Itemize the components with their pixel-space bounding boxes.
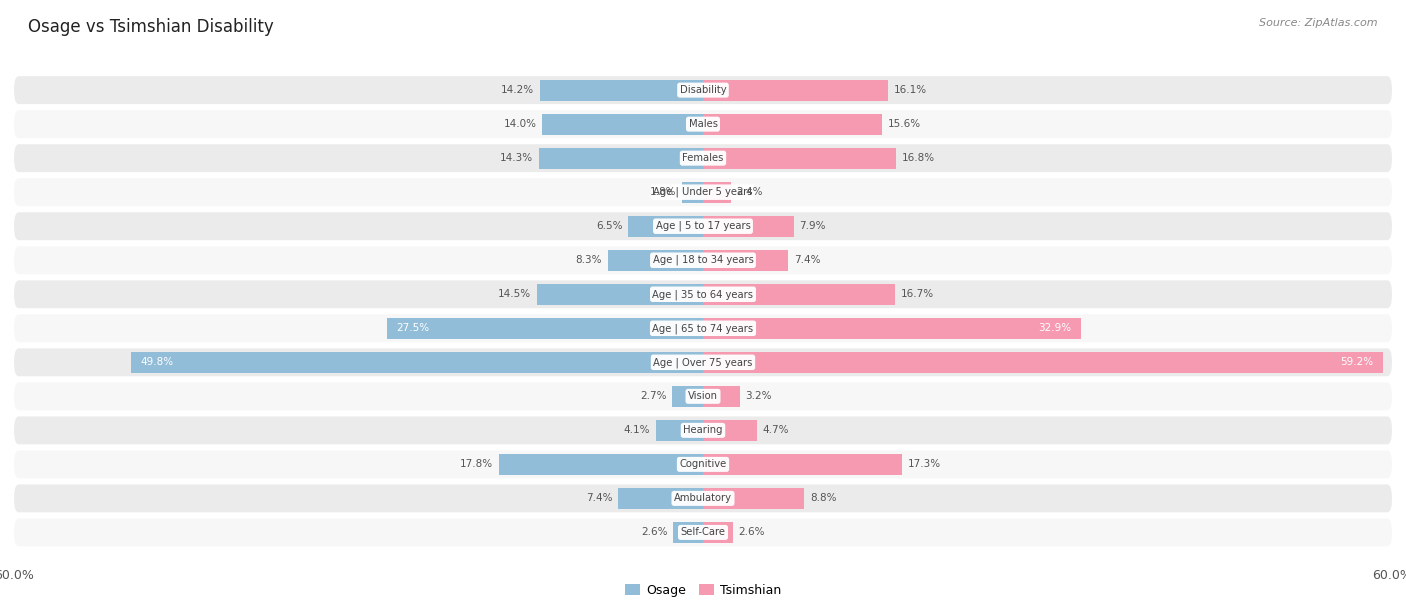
Bar xyxy=(703,318,1081,339)
Text: Males: Males xyxy=(689,119,717,129)
FancyBboxPatch shape xyxy=(14,110,1392,138)
Text: Self-Care: Self-Care xyxy=(681,528,725,537)
Text: 16.8%: 16.8% xyxy=(901,153,935,163)
Text: 17.8%: 17.8% xyxy=(460,460,494,469)
Text: 4.7%: 4.7% xyxy=(762,425,789,435)
Text: 8.3%: 8.3% xyxy=(575,255,602,265)
Bar xyxy=(538,147,703,169)
FancyBboxPatch shape xyxy=(14,315,1392,342)
Bar xyxy=(682,182,703,203)
Text: Ambulatory: Ambulatory xyxy=(673,493,733,504)
FancyBboxPatch shape xyxy=(14,416,1392,444)
Text: Age | Under 5 years: Age | Under 5 years xyxy=(654,187,752,198)
Text: 2.4%: 2.4% xyxy=(737,187,763,197)
Text: 2.7%: 2.7% xyxy=(640,391,666,401)
Bar xyxy=(543,114,703,135)
Bar xyxy=(703,420,756,441)
FancyBboxPatch shape xyxy=(14,348,1392,376)
Text: 2.6%: 2.6% xyxy=(641,528,668,537)
Text: Osage vs Tsimshian Disability: Osage vs Tsimshian Disability xyxy=(28,18,274,36)
Bar xyxy=(703,352,1382,373)
Bar xyxy=(703,182,731,203)
Bar xyxy=(703,284,894,305)
Text: 7.9%: 7.9% xyxy=(800,221,825,231)
Bar xyxy=(703,80,887,100)
Text: 16.1%: 16.1% xyxy=(894,85,927,95)
Text: Age | 35 to 64 years: Age | 35 to 64 years xyxy=(652,289,754,299)
Bar xyxy=(628,215,703,237)
FancyBboxPatch shape xyxy=(14,450,1392,479)
Text: Hearing: Hearing xyxy=(683,425,723,435)
FancyBboxPatch shape xyxy=(14,485,1392,512)
Text: 7.4%: 7.4% xyxy=(794,255,820,265)
Text: 2.6%: 2.6% xyxy=(738,528,765,537)
Text: Age | 65 to 74 years: Age | 65 to 74 years xyxy=(652,323,754,334)
Text: 3.2%: 3.2% xyxy=(745,391,772,401)
Bar xyxy=(703,454,901,475)
FancyBboxPatch shape xyxy=(14,382,1392,410)
Text: Source: ZipAtlas.com: Source: ZipAtlas.com xyxy=(1260,18,1378,28)
Bar xyxy=(499,454,703,475)
Bar xyxy=(703,147,896,169)
FancyBboxPatch shape xyxy=(14,76,1392,104)
Text: 17.3%: 17.3% xyxy=(907,460,941,469)
FancyBboxPatch shape xyxy=(14,246,1392,274)
Text: 14.2%: 14.2% xyxy=(501,85,534,95)
Text: 49.8%: 49.8% xyxy=(141,357,173,367)
Text: Females: Females xyxy=(682,153,724,163)
Text: 15.6%: 15.6% xyxy=(887,119,921,129)
Text: 4.1%: 4.1% xyxy=(624,425,650,435)
Text: Cognitive: Cognitive xyxy=(679,460,727,469)
Text: Age | Over 75 years: Age | Over 75 years xyxy=(654,357,752,368)
Bar xyxy=(673,522,703,543)
Text: 16.7%: 16.7% xyxy=(900,289,934,299)
Bar xyxy=(672,386,703,407)
Text: 7.4%: 7.4% xyxy=(586,493,612,504)
Bar xyxy=(540,80,703,100)
Text: 27.5%: 27.5% xyxy=(396,323,430,334)
Text: Age | 5 to 17 years: Age | 5 to 17 years xyxy=(655,221,751,231)
Bar xyxy=(703,386,740,407)
Text: 14.5%: 14.5% xyxy=(498,289,531,299)
Text: 14.0%: 14.0% xyxy=(503,119,537,129)
Bar xyxy=(703,215,794,237)
Bar xyxy=(131,352,703,373)
Bar xyxy=(657,420,703,441)
FancyBboxPatch shape xyxy=(14,280,1392,308)
Bar xyxy=(387,318,703,339)
Text: Vision: Vision xyxy=(688,391,718,401)
Text: 8.8%: 8.8% xyxy=(810,493,837,504)
FancyBboxPatch shape xyxy=(14,212,1392,240)
FancyBboxPatch shape xyxy=(14,518,1392,547)
Text: 59.2%: 59.2% xyxy=(1340,357,1374,367)
Bar xyxy=(537,284,703,305)
Bar xyxy=(703,488,804,509)
Text: 6.5%: 6.5% xyxy=(596,221,623,231)
Bar xyxy=(703,114,882,135)
Bar xyxy=(619,488,703,509)
Legend: Osage, Tsimshian: Osage, Tsimshian xyxy=(620,579,786,602)
Text: 14.3%: 14.3% xyxy=(501,153,533,163)
Bar xyxy=(703,522,733,543)
FancyBboxPatch shape xyxy=(14,178,1392,206)
FancyBboxPatch shape xyxy=(14,144,1392,172)
Bar xyxy=(607,250,703,271)
Bar xyxy=(703,250,787,271)
Text: Age | 18 to 34 years: Age | 18 to 34 years xyxy=(652,255,754,266)
Text: Disability: Disability xyxy=(679,85,727,95)
Text: 32.9%: 32.9% xyxy=(1039,323,1071,334)
Text: 1.8%: 1.8% xyxy=(650,187,676,197)
